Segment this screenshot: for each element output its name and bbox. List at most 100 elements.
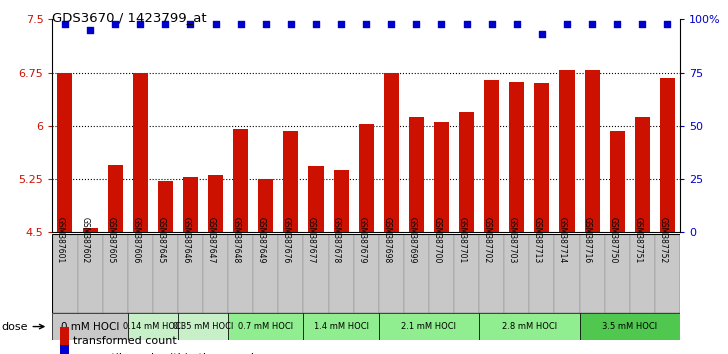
Text: 0.14 mM HOCl: 0.14 mM HOCl	[123, 322, 183, 331]
Bar	[454, 234, 479, 313]
Bar	[585, 70, 600, 232]
Point	[185, 21, 197, 27]
Bar	[278, 234, 304, 313]
Point	[260, 21, 272, 27]
Bar	[579, 313, 680, 340]
Bar	[208, 175, 223, 232]
Text: GSM387602: GSM387602	[81, 217, 90, 263]
Bar	[153, 234, 178, 313]
Bar	[203, 234, 228, 313]
Bar	[354, 234, 379, 313]
Bar	[77, 234, 103, 313]
Bar	[359, 124, 373, 232]
Bar	[534, 83, 550, 232]
Point	[612, 21, 623, 27]
Point	[486, 21, 497, 27]
Text: GSM387713: GSM387713	[533, 217, 542, 263]
Point	[411, 21, 422, 27]
Text: GSM387646: GSM387646	[181, 217, 191, 263]
Point	[586, 21, 598, 27]
Text: GSM387647: GSM387647	[207, 217, 215, 263]
Text: GSM387648: GSM387648	[232, 217, 241, 263]
Bar	[158, 181, 173, 232]
Bar	[630, 234, 655, 313]
Bar	[409, 117, 424, 232]
Point	[285, 21, 297, 27]
Text: GSM387750: GSM387750	[608, 217, 617, 263]
Bar	[529, 234, 555, 313]
Text: GSM387699: GSM387699	[408, 217, 416, 263]
Bar	[505, 234, 529, 313]
Point	[461, 21, 472, 27]
Text: transformed count: transformed count	[73, 336, 177, 346]
Point	[435, 21, 447, 27]
Text: GSM387703: GSM387703	[508, 217, 517, 263]
Bar	[52, 234, 77, 313]
Bar	[559, 70, 574, 232]
Bar	[484, 80, 499, 232]
Text: GSM387676: GSM387676	[282, 217, 291, 263]
Text: GSM387700: GSM387700	[432, 217, 441, 263]
Bar	[304, 313, 379, 340]
Text: GSM387677: GSM387677	[307, 217, 316, 263]
Bar	[379, 313, 479, 340]
Point	[636, 21, 648, 27]
Text: percentile rank within the sample: percentile rank within the sample	[73, 353, 261, 354]
Bar	[178, 234, 203, 313]
Bar	[103, 234, 127, 313]
Bar	[655, 234, 680, 313]
Text: 2.8 mM HOCl: 2.8 mM HOCl	[502, 322, 557, 331]
Bar	[233, 129, 248, 232]
Text: GSM387701: GSM387701	[458, 217, 467, 263]
Bar	[52, 313, 127, 340]
Bar	[132, 73, 148, 232]
Text: GSM387678: GSM387678	[332, 217, 341, 263]
Text: 2.1 mM HOCl: 2.1 mM HOCl	[401, 322, 456, 331]
Text: 0.7 mM HOCl: 0.7 mM HOCl	[238, 322, 293, 331]
Bar	[82, 228, 98, 232]
Bar	[635, 117, 650, 232]
Bar	[127, 234, 153, 313]
Point	[235, 21, 247, 27]
Text: 0.35 mM HOCl: 0.35 mM HOCl	[173, 322, 233, 331]
Text: GSM387645: GSM387645	[157, 217, 165, 263]
Text: 3.5 mM HOCl: 3.5 mM HOCl	[602, 322, 657, 331]
Bar	[579, 234, 605, 313]
Bar	[479, 313, 579, 340]
Text: 0 mM HOCl: 0 mM HOCl	[61, 321, 119, 332]
Bar	[228, 313, 304, 340]
Bar	[379, 234, 404, 313]
Bar	[258, 179, 273, 232]
Text: dose: dose	[1, 321, 44, 332]
Text: GSM387714: GSM387714	[558, 217, 567, 263]
Point	[59, 21, 71, 27]
Bar	[459, 112, 474, 232]
Point	[662, 21, 673, 27]
Bar	[404, 234, 429, 313]
Text: GSM387601: GSM387601	[56, 217, 65, 263]
Bar	[283, 131, 298, 232]
Bar	[384, 73, 399, 232]
Bar	[434, 122, 449, 232]
Bar	[510, 82, 524, 232]
Point	[336, 21, 347, 27]
Bar	[309, 166, 323, 232]
Text: GSM387752: GSM387752	[658, 217, 668, 263]
Text: GSM387679: GSM387679	[357, 217, 366, 263]
Point	[360, 21, 372, 27]
Text: GSM387605: GSM387605	[106, 217, 115, 263]
Point	[385, 21, 397, 27]
Bar	[228, 234, 253, 313]
Bar	[555, 234, 579, 313]
Text: GDS3670 / 1423799_at: GDS3670 / 1423799_at	[52, 11, 207, 24]
Point	[536, 32, 547, 37]
Point	[135, 21, 146, 27]
Point	[84, 27, 96, 33]
Bar	[183, 177, 198, 232]
Bar	[304, 234, 328, 313]
Bar	[178, 313, 228, 340]
Bar	[108, 165, 123, 232]
Point	[310, 21, 322, 27]
Bar	[333, 170, 349, 232]
Point	[561, 21, 573, 27]
